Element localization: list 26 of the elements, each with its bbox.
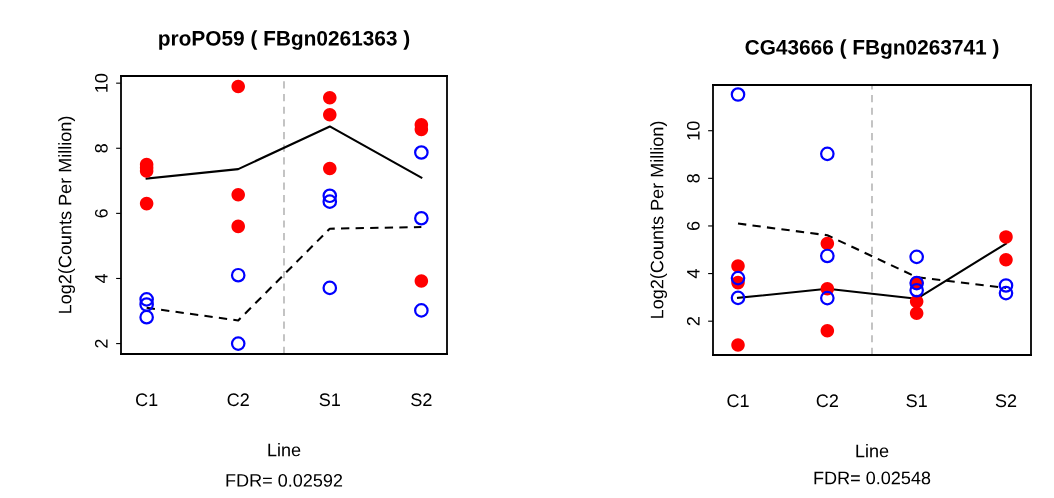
x-tick-label: C1 — [136, 393, 158, 407]
y-tick-label: 6 — [94, 209, 108, 218]
x-tick-label: S2 — [995, 394, 1017, 408]
y-axis-title: Log2(Counts Per Million) — [58, 116, 75, 313]
y-tick-label: 8 — [94, 144, 108, 153]
x-tick-label: C1 — [727, 394, 749, 408]
y-tick-label: 10 — [686, 121, 700, 140]
x-tick-label: S1 — [906, 394, 927, 408]
y-tick-label: 2 — [686, 317, 700, 326]
x-axis-title: Line — [856, 444, 889, 458]
y-axis-title: Log2(Counts Per Million) — [650, 121, 667, 318]
x-tick-label: C2 — [816, 394, 838, 408]
y-tick-label: 6 — [686, 221, 700, 231]
chart-title: proPO59 ( FBgn0261363 ) — [159, 30, 410, 50]
x-axis-title: Line — [268, 443, 301, 457]
y-tick-label: 8 — [686, 174, 700, 183]
y-tick-label: 10 — [94, 73, 108, 92]
x-tick-label: S1 — [319, 393, 340, 407]
text: FDR= 0.02548 — [814, 471, 931, 485]
chart-title: CG43666 ( FBgn0263741 ) — [745, 39, 999, 59]
y-tick-label: 2 — [94, 339, 108, 348]
text: FDR= 0.02592 — [226, 474, 343, 487]
x-tick-label: C2 — [227, 393, 249, 407]
y-tick-label: 4 — [95, 273, 108, 284]
x-tick-label: S2 — [411, 393, 432, 407]
y-tick-label: 4 — [687, 269, 700, 279]
